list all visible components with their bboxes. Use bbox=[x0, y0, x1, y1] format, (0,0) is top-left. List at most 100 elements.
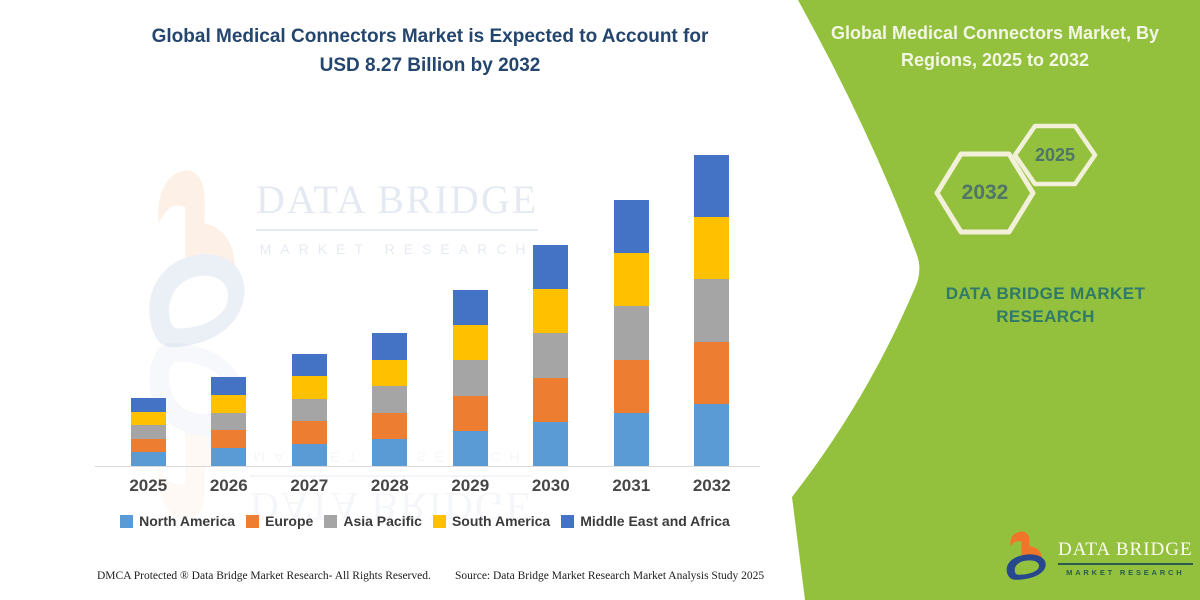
x-label-2027: 2027 bbox=[290, 476, 329, 495]
bar-2026-segment-north-america bbox=[211, 448, 247, 466]
panel-heading-line2: Regions, 2025 to 2032 bbox=[900, 50, 1090, 70]
green-panel-background bbox=[792, 0, 1200, 600]
x-label-2030: 2030 bbox=[531, 476, 570, 495]
legend-swatch bbox=[120, 514, 134, 528]
watermark-sub-text: MARKET RESEARCH bbox=[259, 241, 535, 257]
legend-item-asia-pacific: Asia Pacific bbox=[324, 513, 422, 529]
x-axis-labels: 2025 2026 2027 2028 2029 2030 2031 2032 bbox=[108, 476, 752, 496]
bar-2031-segment-south-america bbox=[613, 253, 649, 307]
bar-2026-segment-asia-pacific bbox=[211, 412, 247, 431]
bar-2031-segment-europe bbox=[613, 359, 649, 413]
year-hexagons-graphic bbox=[934, 123, 1098, 235]
source-note: Source: Data Bridge Market Research Mark… bbox=[455, 570, 765, 582]
bar-2025-segment-asia-pacific bbox=[130, 425, 166, 439]
x-label-2025: 2025 bbox=[129, 476, 168, 495]
bar-2029 bbox=[430, 290, 511, 466]
legend-label: North America bbox=[139, 513, 236, 529]
legend-item-north-america: North America bbox=[120, 513, 235, 529]
bar-2029-segment-north-america bbox=[452, 430, 488, 466]
bar-2027 bbox=[269, 354, 350, 466]
dmca-notice: DMCA Protected ® Data Bridge Market Rese… bbox=[97, 570, 431, 582]
bar-2030-segment-middle-east-and-africa bbox=[533, 245, 569, 290]
bar-2028-segment-north-america bbox=[372, 439, 408, 466]
x-label-2028: 2028 bbox=[370, 476, 409, 495]
bar-2027-segment-asia-pacific bbox=[291, 398, 327, 422]
legend-item-europe: Europe bbox=[246, 513, 313, 529]
hexagon-2025-outline bbox=[1012, 123, 1098, 187]
hexagon-2032-outline bbox=[934, 151, 1036, 235]
bar-2025-segment-europe bbox=[130, 438, 166, 453]
bar-2031-segment-middle-east-and-africa bbox=[613, 200, 649, 254]
panel-heading: Global Medical Connectors Market, By Reg… bbox=[815, 20, 1175, 74]
hexagon-year-2032: 2032 bbox=[961, 181, 1009, 204]
bar-2032-segment-middle-east-and-africa bbox=[694, 155, 730, 218]
bar-2027-segment-europe bbox=[291, 421, 327, 444]
legend-label: Europe bbox=[265, 513, 314, 529]
legend-label: Asia Pacific bbox=[343, 513, 422, 529]
panel-heading-line1: Global Medical Connectors Market, By bbox=[830, 23, 1160, 43]
bar-2028-segment-europe bbox=[372, 412, 408, 440]
legend-item-middle-east-and-africa: Middle East and Africa bbox=[561, 513, 730, 529]
bar-2031-segment-asia-pacific bbox=[613, 306, 649, 360]
data-bridge-logo-icon bbox=[149, 170, 245, 348]
bar-2030-segment-europe bbox=[533, 377, 569, 422]
bar-2028-segment-middle-east-and-africa bbox=[372, 333, 408, 360]
bar-2027-segment-south-america bbox=[291, 376, 327, 399]
logo-sub-text: MARKET RESEARCH bbox=[1066, 568, 1185, 577]
x-label-2031: 2031 bbox=[612, 476, 651, 495]
bar-2029-segment-europe bbox=[452, 395, 488, 431]
bar-2032-segment-north-america bbox=[694, 403, 730, 466]
bar-2030-segment-north-america bbox=[533, 421, 569, 466]
panel-brand-text: DATA BRIDGE MARKET RESEARCH bbox=[945, 284, 1146, 326]
legend-swatch bbox=[324, 514, 338, 528]
legend-item-south-america: South America bbox=[432, 513, 551, 529]
x-label-2029: 2029 bbox=[451, 476, 490, 495]
bar-2029-segment-asia-pacific bbox=[452, 360, 488, 396]
bar-2026 bbox=[189, 377, 270, 466]
chart-title: Global Medical Connectors Market is Expe… bbox=[95, 22, 765, 81]
legend-label: South America bbox=[451, 513, 551, 529]
bar-2026-segment-europe bbox=[211, 430, 247, 449]
bar-2032-segment-south-america bbox=[694, 217, 730, 280]
legend-swatch bbox=[432, 514, 446, 528]
stacked-bar-chart bbox=[108, 150, 752, 466]
chart-legend: North America Europe Asia Pacific South Ame… bbox=[90, 513, 760, 529]
bar-2030-segment-south-america bbox=[533, 289, 569, 334]
bar-2025-segment-middle-east-and-africa bbox=[130, 398, 166, 412]
logo-underline bbox=[1058, 563, 1193, 565]
bar-2030 bbox=[511, 245, 592, 466]
bar-2031 bbox=[591, 200, 672, 466]
bar-2030-segment-asia-pacific bbox=[533, 333, 569, 378]
bar-2028-segment-asia-pacific bbox=[372, 386, 408, 413]
data-bridge-logo: DATA BRIDGE MARKET RESEARCH bbox=[1002, 527, 1193, 585]
data-bridge-logo-icon bbox=[1006, 531, 1046, 580]
legend-swatch bbox=[246, 514, 260, 528]
bar-2027-segment-middle-east-and-africa bbox=[291, 354, 327, 377]
x-label-2026: 2026 bbox=[209, 476, 248, 495]
logo-brand-text: DATA BRIDGE bbox=[1058, 539, 1193, 560]
bar-2029-segment-south-america bbox=[452, 325, 488, 361]
hexagon-year-2025: 2025 bbox=[1034, 145, 1076, 165]
bar-2032-segment-asia-pacific bbox=[694, 279, 730, 342]
chart-title-line2: USD 8.27 Billion by 2032 bbox=[319, 55, 541, 77]
brand-watermark: DATA BRIDGE MARKET RESEARCH bbox=[138, 160, 539, 360]
bar-2025-segment-north-america bbox=[130, 452, 166, 466]
legend-label: Middle East and Africa bbox=[580, 513, 730, 529]
bar-2032-segment-europe bbox=[694, 341, 730, 404]
bar-2032 bbox=[672, 155, 753, 466]
bar-2028 bbox=[350, 333, 431, 466]
bar-2028-segment-south-america bbox=[372, 359, 408, 387]
bar-2026-segment-middle-east-and-africa bbox=[211, 377, 247, 395]
bar-2025 bbox=[108, 398, 189, 466]
x-label-2032: 2032 bbox=[692, 476, 731, 495]
chart-title-line1: Global Medical Connectors Market is Expe… bbox=[151, 26, 709, 47]
bar-2031-segment-north-america bbox=[613, 412, 649, 466]
x-axis-line bbox=[95, 466, 760, 467]
bar-2026-segment-south-america bbox=[211, 394, 247, 413]
bar-2029-segment-middle-east-and-africa bbox=[452, 290, 488, 326]
watermark-brand-text: DATA BRIDGE bbox=[256, 176, 539, 231]
legend-swatch bbox=[561, 514, 575, 528]
bar-2027-segment-north-america bbox=[291, 443, 327, 466]
bar-2025-segment-south-america bbox=[130, 411, 166, 426]
